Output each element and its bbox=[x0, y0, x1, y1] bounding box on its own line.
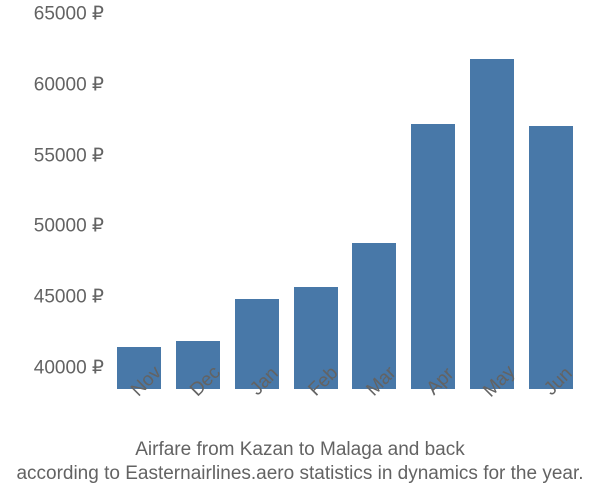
plot-area bbox=[110, 14, 580, 368]
y-tick-label: 45000 ₽ bbox=[0, 286, 104, 309]
bar bbox=[470, 59, 514, 389]
y-tick-label: 55000 ₽ bbox=[0, 144, 104, 167]
y-tick-label: 60000 ₽ bbox=[0, 73, 104, 96]
caption-line-2: according to Easternairlines.aero statis… bbox=[0, 462, 600, 486]
airfare-bar-chart: Airfare from Kazan to Malaga and back ac… bbox=[0, 0, 600, 500]
bar bbox=[529, 126, 573, 389]
y-tick-label: 50000 ₽ bbox=[0, 215, 104, 238]
bar bbox=[411, 124, 455, 389]
caption-line-1: Airfare from Kazan to Malaga and back bbox=[0, 438, 600, 462]
y-tick-label: 40000 ₽ bbox=[0, 357, 104, 380]
chart-caption: Airfare from Kazan to Malaga and back ac… bbox=[0, 438, 600, 486]
y-tick-label: 65000 ₽ bbox=[0, 3, 104, 26]
